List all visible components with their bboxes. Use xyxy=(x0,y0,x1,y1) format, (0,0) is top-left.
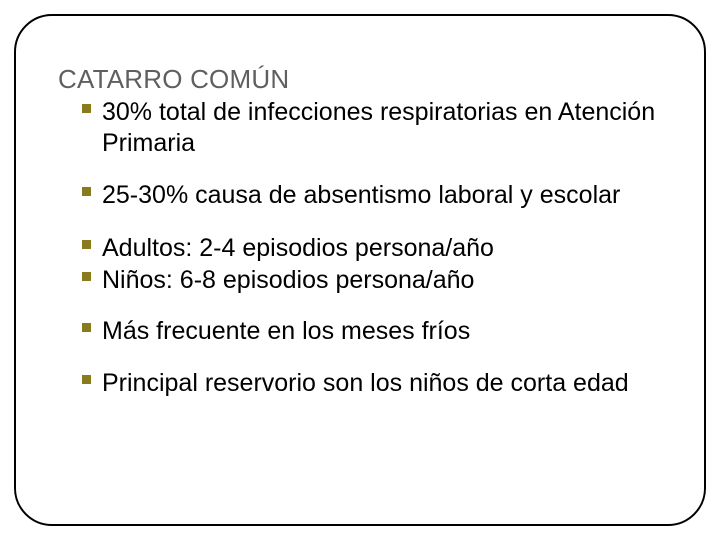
bullet-icon xyxy=(82,104,91,113)
bullet-text: Adultos: 2-4 episodios persona/año xyxy=(102,234,494,262)
list-item: 30% total de infecciones respiratorias e… xyxy=(82,97,664,158)
slide: CATARRO COMÚN 30% total de infecciones r… xyxy=(0,0,720,540)
bullet-text: Más frecuente en los meses fríos xyxy=(102,317,470,345)
list-item: Más frecuente en los meses fríos xyxy=(82,316,664,347)
bullet-group: Principal reservorio son los niños de co… xyxy=(82,368,664,399)
list-item: Adultos: 2-4 episodios persona/año xyxy=(82,233,664,264)
bullet-icon xyxy=(82,375,91,384)
bullet-group: Más frecuente en los meses fríos xyxy=(82,316,664,347)
bullet-text: Niños: 6-8 episodios persona/año xyxy=(102,266,474,294)
slide-title: CATARRO COMÚN xyxy=(58,64,664,95)
bullet-text: 30% total de infecciones respiratorias e… xyxy=(102,98,655,157)
bullet-icon xyxy=(82,272,91,281)
list-item: Niños: 6-8 episodios persona/año xyxy=(82,265,664,296)
bullet-icon xyxy=(82,323,91,332)
list-item: 25-30% causa de absentismo laboral y esc… xyxy=(82,180,664,211)
bullet-text: Principal reservorio son los niños de co… xyxy=(102,369,629,397)
bullet-icon xyxy=(82,240,91,249)
bullet-icon xyxy=(82,187,91,196)
bullet-list: 30% total de infecciones respiratorias e… xyxy=(56,97,664,399)
list-item: Principal reservorio son los niños de co… xyxy=(82,368,664,399)
bullet-group: 25-30% causa de absentismo laboral y esc… xyxy=(82,180,664,211)
bullet-group: Adultos: 2-4 episodios persona/año Niños… xyxy=(82,233,664,296)
bullet-group: 30% total de infecciones respiratorias e… xyxy=(82,97,664,158)
slide-frame: CATARRO COMÚN 30% total de infecciones r… xyxy=(14,14,706,526)
bullet-text: 25-30% causa de absentismo laboral y esc… xyxy=(102,181,620,209)
